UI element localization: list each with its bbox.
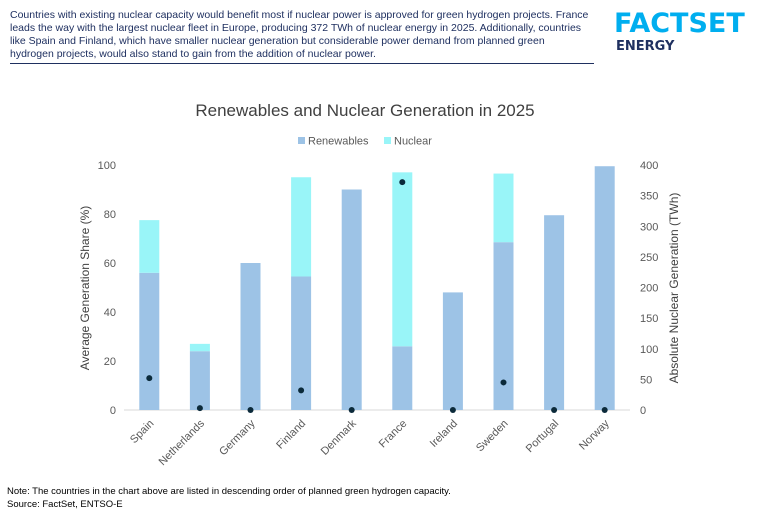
nuclear-generation-point	[500, 379, 507, 386]
nuclear-generation-point	[449, 407, 456, 413]
bar-renewables	[291, 276, 312, 410]
chart-legend: Renewables Nuclear	[298, 136, 432, 148]
intro-paragraph: Countries with existing nuclear capacity…	[10, 9, 589, 60]
bar-nuclear	[189, 343, 210, 352]
nuclear-generation-point	[551, 407, 558, 413]
legend-swatch	[298, 137, 305, 144]
x-tick-label: Ireland	[428, 418, 460, 450]
bar-renewables	[594, 166, 615, 410]
legend-label: Nuclear	[394, 136, 432, 148]
bar-renewables	[392, 346, 413, 410]
x-tick-label: Portugal	[524, 418, 561, 455]
bar-renewables	[341, 189, 362, 410]
chart-source: Source: FactSet, ENTSO-E	[7, 499, 123, 510]
y2-tick-label: 200	[640, 283, 658, 295]
bar-nuclear	[392, 172, 413, 347]
y-tick-label: 80	[104, 209, 116, 221]
x-tick-label: Denmark	[319, 417, 359, 457]
legend-swatch	[384, 137, 391, 144]
nuclear-generation-point	[601, 407, 608, 413]
header-divider	[10, 63, 594, 64]
y2-tick-label: 0	[640, 405, 646, 417]
x-tick-label: Germany	[217, 417, 258, 458]
x-tick-label: Spain	[128, 418, 156, 446]
y2-tick-label: 250	[640, 252, 658, 264]
bar-renewables	[493, 242, 514, 410]
bar-renewables	[544, 215, 565, 410]
logo-subtitle: ENERGY	[616, 39, 675, 54]
y2-tick-label: 50	[640, 374, 652, 386]
bar-renewables	[240, 263, 261, 410]
y2-tick-label: 400	[640, 160, 658, 172]
y-tick-label: 40	[104, 307, 116, 319]
y-tick-label: 0	[110, 405, 116, 417]
bar-renewables	[139, 272, 160, 410]
nuclear-generation-point	[146, 375, 153, 382]
chart-note: Note: The countries in the chart above a…	[7, 486, 451, 497]
bar-nuclear	[291, 177, 312, 277]
y-axis-label: Average Generation Share (%)	[78, 206, 92, 371]
y2-tick-label: 150	[640, 313, 658, 325]
y2-tick-label: 300	[640, 221, 658, 233]
nuclear-generation-point	[196, 405, 203, 412]
x-tick-label: Finland	[274, 418, 308, 452]
x-tick-label: Netherlands	[157, 417, 208, 468]
bar-nuclear	[139, 220, 160, 273]
bar-nuclear	[493, 173, 514, 243]
y2-tick-label: 100	[640, 344, 658, 356]
x-tick-label: Sweden	[474, 418, 511, 455]
nuclear-generation-point	[399, 179, 406, 186]
y2-tick-label: 350	[640, 191, 658, 203]
logo-wordmark: FACTSET	[614, 8, 745, 39]
nuclear-generation-point	[247, 407, 254, 413]
bar-renewables	[442, 292, 463, 410]
factset-energy-logo: FACTSET ENERGY	[614, 9, 745, 55]
x-tick-label: France	[377, 418, 410, 451]
legend-label: Renewables	[308, 136, 369, 148]
bar-renewables	[189, 351, 210, 410]
secondary-y-axis-label: Absolute Nuclear Generation (TWh)	[667, 193, 681, 384]
chart-title: Renewables and Nuclear Generation in 202…	[195, 101, 534, 120]
nuclear-generation-point	[348, 407, 355, 413]
nuclear-generation-point	[298, 387, 305, 394]
y-tick-label: 100	[98, 160, 116, 172]
x-tick-label: Norway	[577, 417, 612, 452]
y-tick-label: 20	[104, 356, 116, 368]
y-tick-label: 60	[104, 258, 116, 270]
